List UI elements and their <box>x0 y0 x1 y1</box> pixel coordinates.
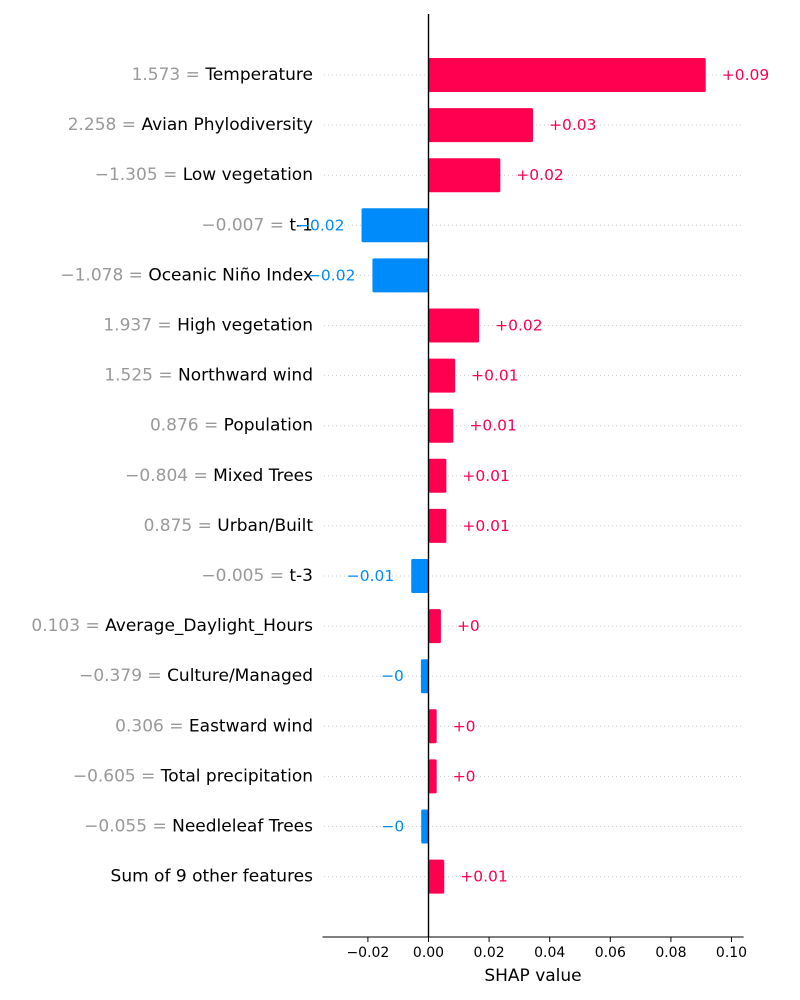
shap-value-label: −0 <box>381 818 404 836</box>
feature-label: 2.258 = Avian Phylodiversity <box>68 115 313 135</box>
feature-name: High vegetation <box>177 316 313 336</box>
shap-value-label: −0 <box>381 667 404 685</box>
feature-value: −0.605 = <box>73 766 161 786</box>
shap-value-label: −0.02 <box>297 216 345 234</box>
shap-value-label: +0.03 <box>549 116 597 134</box>
x-tick-label: 0.10 <box>716 945 747 961</box>
feature-value: 2.258 = <box>68 115 142 135</box>
shap-value-label: +0.01 <box>471 367 519 385</box>
shap-bar <box>428 408 454 443</box>
feature-label: 1.573 = Temperature <box>132 65 313 85</box>
shap-bar <box>428 709 437 744</box>
shap-bar <box>428 358 456 393</box>
feature-labels: 1.573 = Temperature 2.258 = Avian Phylodi… <box>31 65 313 887</box>
feature-label: −0.007 = t-1 <box>201 215 313 235</box>
feature-name: Needleleaf Trees <box>172 817 313 837</box>
shap-bar <box>428 859 445 894</box>
feature-label: −0.605 = Total precipitation <box>73 766 313 786</box>
feature-name: Culture/Managed <box>167 666 313 686</box>
feature-value: 0.876 = <box>150 416 224 436</box>
feature-name: Temperature <box>204 65 313 85</box>
shap-value-label: +0.02 <box>516 166 564 184</box>
feature-name: Low vegetation <box>183 165 313 185</box>
feature-name: Mixed Trees <box>213 466 313 486</box>
shap-value-label: +0.02 <box>495 317 543 335</box>
shap-bar <box>420 659 429 694</box>
x-tick-label: −0.02 <box>346 945 389 961</box>
shap-bar <box>421 809 429 844</box>
feature-value: −1.305 = <box>95 165 183 185</box>
feature-value: −1.078 = <box>60 265 148 285</box>
feature-value: −0.005 = <box>201 566 289 586</box>
feature-label: 0.306 = Eastward wind <box>115 716 313 736</box>
shap-bar <box>428 609 441 644</box>
shap-value-label: +0.09 <box>722 66 770 84</box>
x-tick-label: 0.04 <box>534 945 565 961</box>
feature-name: Urban/Built <box>217 516 313 536</box>
feature-label: 1.937 = High vegetation <box>103 316 313 336</box>
feature-name: Total precipitation <box>160 766 313 786</box>
shap-value-label: +0.01 <box>460 868 508 886</box>
x-tick-label: 0.00 <box>413 945 444 961</box>
shap-value-label: −0.01 <box>347 567 395 585</box>
feature-value: 1.937 = <box>103 316 177 336</box>
feature-name: Population <box>224 416 313 436</box>
x-tick-label: 0.02 <box>474 945 505 961</box>
feature-label: −0.804 = Mixed Trees <box>125 466 313 486</box>
feature-label: −1.078 = Oceanic Niño Index <box>60 265 313 285</box>
feature-value: −0.007 = <box>201 215 289 235</box>
shap-bar <box>428 308 480 343</box>
feature-value: 1.573 = <box>132 65 206 85</box>
shap-bar <box>428 508 447 543</box>
shap-value-labels: +0.09 +0.03 +0.02 −0.02 −0.02 +0.02 +0.01 +0.01… <box>297 66 769 886</box>
shap-bar <box>428 158 501 193</box>
shap-value-label: +0 <box>453 717 476 735</box>
feature-label: 0.875 = Urban/Built <box>144 516 314 536</box>
feature-name: Northward wind <box>178 366 313 386</box>
shap-value-label: −0.02 <box>308 266 356 284</box>
feature-label: −0.005 = t-3 <box>201 566 313 586</box>
feature-name: t-1 <box>289 215 313 235</box>
shap-bar <box>428 759 437 794</box>
shap-bar <box>428 58 706 92</box>
bars <box>361 58 706 894</box>
shap-bar <box>361 208 429 243</box>
feature-label: −0.379 = Culture/Managed <box>79 666 313 686</box>
feature-value: 0.103 = <box>31 616 105 636</box>
x-axis-title: SHAP value <box>484 966 581 986</box>
shap-value-label: +0 <box>453 767 476 785</box>
feature-name: Oceanic Niño Index <box>148 265 313 285</box>
x-tick-label: 0.06 <box>595 945 626 961</box>
feature-label: 1.525 = Northward wind <box>104 366 313 386</box>
feature-value: −0.804 = <box>125 466 213 486</box>
shap-value-label: +0 <box>457 617 480 635</box>
feature-label: Sum of 9 other features <box>111 867 314 887</box>
shap-bar <box>428 458 447 493</box>
x-axis: −0.02 0.00 0.02 0.04 0.06 0.08 0.10 SHAP value <box>322 936 747 986</box>
shap-bar <box>411 559 429 593</box>
feature-label: 0.103 = Average_Daylight_Hours <box>31 616 313 636</box>
feature-name: Eastward wind <box>189 716 313 736</box>
feature-name: Sum of 9 other features <box>111 867 314 887</box>
feature-name: Avian Phylodiversity <box>141 115 313 135</box>
shap-value-label: +0.01 <box>462 467 510 485</box>
feature-label: −0.055 = Needleleaf Trees <box>84 817 313 837</box>
feature-value: −0.055 = <box>84 817 172 837</box>
feature-label: −1.305 = Low vegetation <box>95 165 313 185</box>
shap-bar <box>428 108 534 143</box>
feature-value: 1.525 = <box>104 366 178 386</box>
feature-name: t-3 <box>289 566 313 586</box>
shap-bar <box>372 258 429 293</box>
feature-value: 0.875 = <box>144 516 218 536</box>
shap-value-label: +0.01 <box>462 517 510 535</box>
feature-name: Average_Daylight_Hours <box>105 616 313 636</box>
guide-lines <box>324 74 742 878</box>
x-tick-label: 0.08 <box>655 945 686 961</box>
feature-label: 0.876 = Population <box>150 416 313 436</box>
shap-value-label: +0.01 <box>469 417 517 435</box>
feature-value: −0.379 = <box>79 666 167 686</box>
feature-value: 0.306 = <box>115 716 189 736</box>
